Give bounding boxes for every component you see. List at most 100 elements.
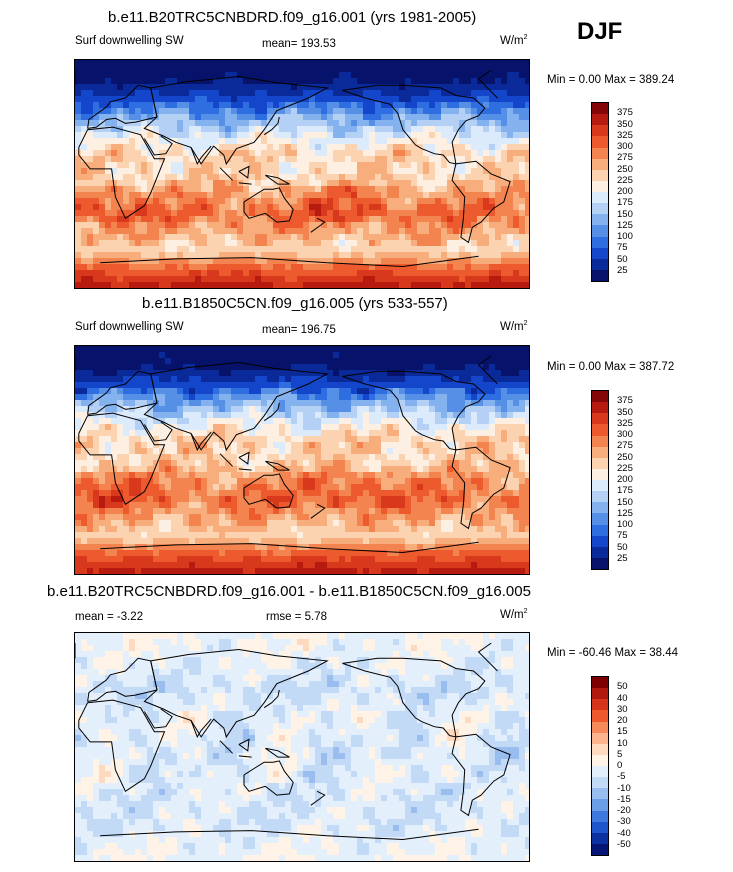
coastline bbox=[310, 790, 326, 806]
coastline bbox=[310, 217, 326, 233]
colorbar-segment bbox=[592, 236, 608, 248]
colorbar-tick-label: -30 bbox=[617, 816, 631, 828]
colorbar-segment bbox=[592, 535, 608, 547]
colorbar-tick-label: 250 bbox=[617, 451, 633, 463]
colorbar-segment bbox=[592, 258, 608, 270]
panel-3-min-max: Min = -60.46 Max = 38.44 bbox=[547, 647, 679, 659]
colorbar-tick-label: 300 bbox=[617, 141, 633, 152]
colorbar-tick-label: 375 bbox=[617, 107, 633, 119]
colorbar-tick-label: 225 bbox=[617, 174, 633, 186]
coastline bbox=[190, 145, 212, 166]
coastline bbox=[219, 167, 233, 181]
coastline bbox=[243, 760, 294, 796]
colorbar-segment bbox=[592, 424, 608, 436]
colorbar-tick-label: 150 bbox=[617, 496, 633, 508]
panel-3-rmse-label: rmse = 5.78 bbox=[266, 611, 328, 623]
colorbar-segment bbox=[592, 158, 608, 170]
coastline bbox=[78, 699, 166, 793]
panel-3-mean-label: mean = -3.22 bbox=[75, 611, 144, 623]
coastline bbox=[238, 755, 252, 758]
coastline bbox=[78, 126, 166, 220]
panel-3-field bbox=[75, 633, 529, 861]
panel-1-title: b.e11.B20TRC5CNBDRD.f09_g16.001 (yrs 198… bbox=[108, 9, 477, 26]
colorbar-segment bbox=[592, 468, 608, 480]
colorbar-segment bbox=[592, 524, 608, 536]
coastline bbox=[190, 718, 212, 739]
colorbar-segment bbox=[592, 402, 608, 414]
coastline bbox=[100, 257, 328, 264]
colorbar-segment bbox=[592, 732, 608, 744]
panel-2-field bbox=[75, 346, 529, 574]
colorbar-segment bbox=[592, 688, 608, 700]
coastline bbox=[265, 174, 290, 185]
colorbar-tick-label: 175 bbox=[617, 485, 633, 497]
colorbar-segment bbox=[592, 391, 608, 403]
coastline bbox=[143, 648, 329, 739]
colorbar-tick-label: -5 bbox=[617, 771, 626, 783]
colorbar-tick-label: 275 bbox=[617, 152, 633, 164]
colorbar-tick-label: 325 bbox=[617, 129, 633, 141]
coastline bbox=[265, 460, 290, 471]
colorbar-tick-label: 350 bbox=[617, 406, 633, 418]
coastline bbox=[451, 160, 511, 244]
season-label: DJF bbox=[577, 18, 623, 45]
colorbar-segment bbox=[592, 103, 608, 115]
colorbar-tick-label: 5 bbox=[617, 748, 623, 760]
colorbar-tick-label: 375 bbox=[617, 395, 633, 407]
colorbar-tick-label: 150 bbox=[617, 208, 633, 220]
colorbar-tick-label: 100 bbox=[617, 519, 633, 530]
colorbar-segment bbox=[592, 147, 608, 159]
colorbar-tick-label: 0 bbox=[617, 760, 623, 771]
panel-2-variable-label: Surf downwelling SW bbox=[75, 321, 184, 333]
panel-2-title: b.e11.B1850C5CN.f09_g16.005 (yrs 533-557… bbox=[142, 295, 448, 312]
coastline bbox=[219, 740, 233, 754]
coastline bbox=[342, 657, 486, 738]
colorbar-tick-label: 50 bbox=[617, 681, 628, 693]
colorbar-tick-label: -20 bbox=[617, 805, 631, 816]
colorbar-segment bbox=[592, 502, 608, 514]
coastline bbox=[263, 116, 280, 136]
colorbar-segment bbox=[592, 192, 608, 204]
coastline bbox=[238, 738, 250, 752]
colorbar-segment bbox=[592, 843, 608, 855]
colorbar-tick-label: 175 bbox=[617, 197, 633, 209]
panel-1-min-max: Min = 0.00 Max = 389.24 bbox=[547, 74, 675, 86]
coastline bbox=[265, 747, 290, 758]
colorbar-segment bbox=[592, 446, 608, 458]
panel-3-units: W/m2 bbox=[500, 608, 528, 621]
colorbar-segment bbox=[592, 180, 608, 192]
colorbar-tick-label: 125 bbox=[617, 507, 633, 519]
colorbar-tick-label: 275 bbox=[617, 440, 633, 452]
panel-1-map bbox=[74, 59, 530, 289]
colorbar-tick-label: 50 bbox=[617, 541, 628, 553]
coastline bbox=[263, 402, 280, 422]
colorbar-segment bbox=[592, 214, 608, 226]
coastline bbox=[219, 453, 233, 467]
colorbar-segment bbox=[592, 457, 608, 469]
coastline bbox=[143, 75, 329, 166]
colorbar-tick-label: -40 bbox=[617, 827, 631, 839]
coastline bbox=[477, 355, 498, 385]
coastline bbox=[238, 165, 250, 179]
panel-2-map bbox=[74, 345, 530, 575]
colorbar-segment bbox=[592, 247, 608, 259]
colorbar-segment bbox=[592, 677, 608, 689]
panel-1-variable-label: Surf downwelling SW bbox=[75, 35, 184, 47]
colorbar-tick-label: 250 bbox=[617, 163, 633, 175]
coastline bbox=[477, 69, 498, 99]
colorbar-segment bbox=[592, 114, 608, 126]
colorbar-tick-label: -50 bbox=[617, 838, 631, 850]
coastline bbox=[310, 503, 326, 519]
colorbar-tick-label: 20 bbox=[617, 715, 628, 726]
colorbar-tick-label: 25 bbox=[617, 264, 628, 276]
colorbar-segment bbox=[592, 766, 608, 778]
coastline bbox=[143, 135, 173, 156]
colorbar-segment bbox=[592, 413, 608, 425]
panel-2-min-max: Min = 0.00 Max = 387.72 bbox=[547, 361, 675, 373]
coastline bbox=[477, 642, 498, 672]
coastline bbox=[243, 187, 294, 223]
colorbar-segment bbox=[592, 832, 608, 844]
colorbar-segment bbox=[592, 743, 608, 755]
coastline bbox=[238, 182, 252, 185]
panel-1-units: W/m2 bbox=[500, 34, 528, 47]
